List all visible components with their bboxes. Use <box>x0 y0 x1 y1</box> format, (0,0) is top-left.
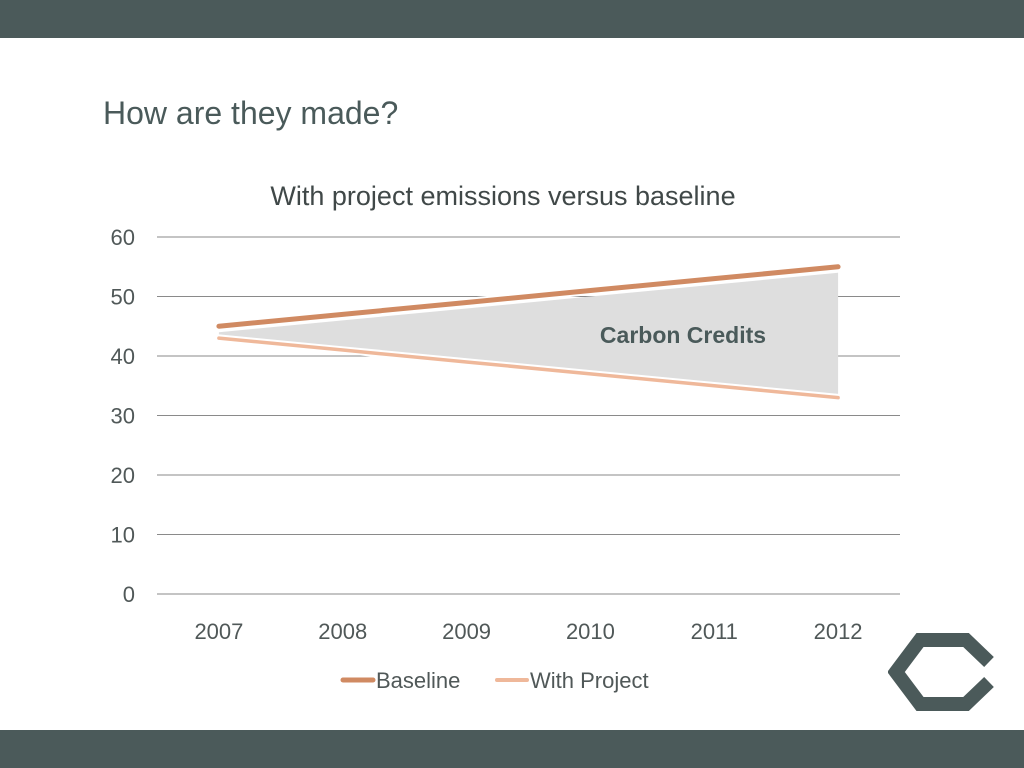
x-tick-label: 2012 <box>814 619 863 644</box>
carbon-credits-label: Carbon Credits <box>600 322 766 348</box>
legend-with-project-label: With Project <box>530 668 649 693</box>
x-tick-label: 2008 <box>318 619 367 644</box>
y-tick-label: 50 <box>111 285 135 310</box>
y-tick-label: 0 <box>123 582 135 607</box>
x-tick-label: 2011 <box>691 619 738 644</box>
x-tick-label: 2010 <box>566 619 615 644</box>
slide-title: How are they made? <box>103 95 399 131</box>
with-project-series-line <box>217 336 840 400</box>
legend-baseline-label: Baseline <box>376 668 460 693</box>
y-tick-label: 30 <box>111 404 135 429</box>
carbon-credits-area <box>218 272 839 395</box>
top-banner <box>0 0 1024 38</box>
y-tick-label: 60 <box>111 225 135 250</box>
y-tick-label: 20 <box>111 463 135 488</box>
x-tick-label: 2009 <box>442 619 491 644</box>
chart-title: With project emissions versus baseline <box>270 181 735 211</box>
y-tick-label: 10 <box>111 523 135 548</box>
baseline-series-line <box>216 264 841 329</box>
x-tick-label: 2007 <box>194 619 243 644</box>
bottom-banner <box>0 730 1024 768</box>
hexagon-logo-icon <box>888 633 994 711</box>
y-tick-label: 40 <box>111 344 135 369</box>
